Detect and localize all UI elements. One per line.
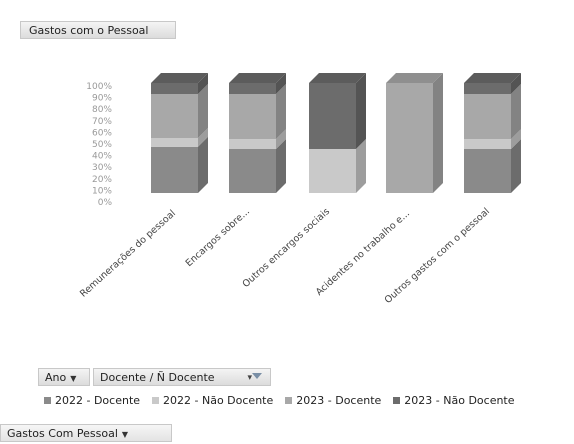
stacked-bar-chart: 0% 10%20% 30%40% 50% 60%70% 80%90% 100% Remune… [78, 73, 521, 306]
x-category-label: Remunerações do pessoal [78, 208, 178, 300]
bar-top [229, 73, 286, 83]
bar-segment[interactable] [309, 83, 356, 149]
docente-filter-button[interactable]: Docente / Ñ Docente ▾ [93, 368, 271, 386]
bar-segment[interactable] [464, 94, 511, 140]
y-tick-label: 70% [92, 117, 112, 127]
chevron-down-icon: ▼ [70, 374, 77, 383]
bar-segment[interactable] [464, 149, 511, 193]
bars-group [151, 73, 521, 193]
bar-side [276, 139, 286, 193]
legend-item: 2023 - Não Docente [393, 394, 515, 407]
ano-filter-button[interactable]: Ano ▼ [38, 368, 90, 386]
bar-segment[interactable] [386, 83, 433, 193]
bar-side [511, 73, 521, 94]
bar-segment[interactable] [464, 139, 511, 149]
x-category-label: Encargos sobre... [184, 206, 252, 269]
chevron-down-icon: ▼ [121, 430, 129, 439]
legend-label: 2023 - Não Docente [404, 394, 515, 407]
bar-side [198, 84, 208, 138]
bar-segment[interactable] [229, 149, 276, 193]
bar-top [464, 73, 521, 83]
x-category-label: Outros encargos sociais [241, 206, 333, 290]
bar-side [356, 139, 366, 193]
legend-label: 2022 - Docente [55, 394, 141, 407]
legend-item: 2022 - Não Docente [152, 394, 273, 407]
legend-swatch [152, 397, 160, 404]
y-tick-label: 50% [92, 140, 112, 150]
bar-segment[interactable] [229, 83, 276, 94]
legend-swatch [285, 397, 293, 404]
bar-segment[interactable] [229, 139, 276, 149]
y-tick-label: 20% [92, 175, 112, 185]
bar-segment[interactable] [151, 94, 198, 138]
legend-label: 2022 - Não Docente [163, 394, 274, 407]
bar-segment[interactable] [464, 83, 511, 94]
bar-segment[interactable] [309, 149, 356, 193]
legend-swatch [44, 397, 51, 404]
y-tick-label: 10% [92, 186, 112, 196]
y-tick-label: 90% [92, 94, 112, 104]
y-tick-label: 100% [86, 82, 112, 92]
bar-top [151, 73, 208, 83]
y-tick-label: 30% [92, 163, 112, 173]
y-axis: 0% 10%20% 30%40% 50% 60%70% 80%90% 100% [86, 82, 112, 208]
y-tick-label: 80% [92, 105, 112, 115]
filter-icon [252, 373, 262, 379]
y-tick-label: 0% [98, 198, 113, 208]
legend-swatch [393, 397, 401, 404]
bar-side [276, 73, 286, 94]
bar-side [198, 128, 208, 147]
bar-side [198, 73, 208, 94]
y-tick-label: 40% [92, 152, 112, 162]
bar-side [276, 84, 286, 140]
bar-segment[interactable] [151, 138, 198, 147]
bar-segment[interactable] [229, 94, 276, 140]
legend-item: 2022 - Docente [44, 394, 140, 407]
bar-top [309, 73, 366, 83]
legend-item: 2023 - Docente [285, 394, 381, 407]
docente-filter-label: Docente / Ñ Docente [100, 371, 215, 384]
bar-side [356, 73, 366, 149]
bar-segment[interactable] [151, 83, 198, 94]
y-tick-label: 60% [92, 128, 112, 138]
chart-title-button[interactable]: Gastos com o Pessoal [20, 21, 176, 39]
legend-label: 2023 - Docente [296, 394, 382, 407]
bar-side [511, 84, 521, 140]
x-axis-labels: Remunerações do pessoal Encargos sobre...… [78, 206, 492, 306]
bar-side [511, 129, 521, 149]
dropdown-icon: ▾ [247, 373, 252, 383]
bar-side [276, 129, 286, 149]
bar-side [198, 136, 208, 193]
values-field-label: Gastos Com Pessoal [7, 427, 118, 440]
bar-segment[interactable] [151, 146, 198, 193]
ano-filter-label: Ano [45, 371, 67, 384]
chart-legend: 2022 - Docente 2022 - Não Docente 2023 - D… [44, 394, 574, 407]
values-field-button[interactable]: Gastos Com Pessoal ▼ [0, 424, 172, 442]
bar-side [511, 139, 521, 193]
bar-top [386, 73, 443, 83]
bar-side [433, 73, 443, 193]
